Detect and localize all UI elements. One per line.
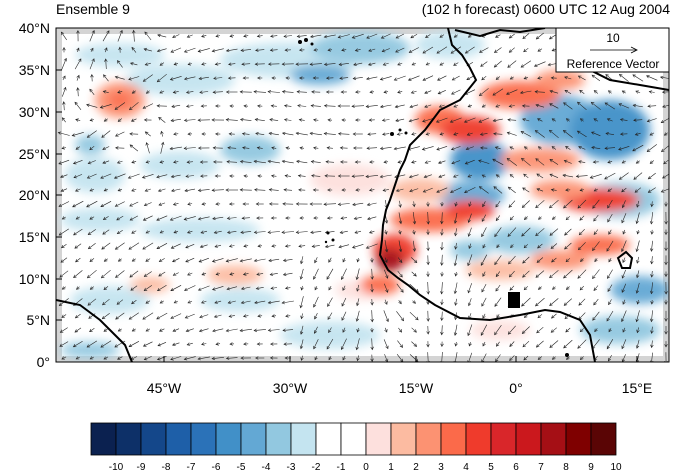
forecast-time-title: (102 h forecast) 0600 UTC 12 Aug 2004 (421, 1, 670, 17)
lon-tick-label: 30°W (273, 380, 308, 396)
lon-tick-label: 15°E (622, 380, 653, 396)
colorbar-swatch (415, 422, 442, 456)
colorbar-label: 2 (413, 462, 419, 471)
colorbar-label: -2 (312, 462, 321, 471)
colorbar-swatch (515, 422, 542, 456)
lon-tick-label: 15°W (399, 380, 434, 396)
lat-tick-label: 40°N (19, 20, 50, 36)
reference-vector-label: Reference Vector (567, 57, 660, 71)
lat-tick-label: 35°N (19, 62, 50, 78)
colorbar-swatch (465, 422, 492, 456)
colorbar-label: -7 (187, 462, 196, 471)
colorbar-swatch (165, 422, 192, 456)
anomaly-shading (56, 28, 669, 362)
colorbar-label: -5 (237, 462, 246, 471)
lat-tick-label: 10°N (19, 271, 50, 287)
colorbar-label: 1 (388, 462, 394, 471)
colorbar-swatch (340, 422, 367, 456)
colorbar-swatch (365, 422, 392, 456)
colorbar-swatch (90, 422, 117, 456)
longitude-axis: 45°W 30°W 15°W 0° 15°E (147, 356, 652, 396)
colorbar-label: -8 (162, 462, 171, 471)
colorbar-swatch (290, 422, 317, 456)
reference-vector-box: 10 Reference Vector (555, 27, 670, 73)
lat-tick-label: 0° (37, 354, 50, 370)
colorbar-label: 10 (610, 462, 622, 471)
colorbar-swatch (490, 422, 517, 456)
colorbar-swatch (115, 422, 142, 456)
colorbar-label: 6 (513, 462, 519, 471)
colorbar-swatch (565, 422, 592, 456)
ensemble-title: Ensemble 9 (56, 1, 130, 17)
colorbar-swatch (265, 422, 292, 456)
colorbar-label: 4 (463, 462, 469, 471)
colorbar-label: 5 (488, 462, 494, 471)
colorbar-swatch (390, 422, 417, 456)
colorbar-label: -9 (137, 462, 146, 471)
colorbar-swatch (315, 422, 342, 456)
colorbar: -10 -9 -8 -7 -6 -5 -4 -3 -2 -1 0 1 2 3 4 5 6 7 8 9 10 (90, 422, 622, 471)
islands (298, 38, 569, 357)
colorbar-label: 3 (438, 462, 444, 471)
lon-tick-label: 0° (509, 380, 522, 396)
colorbar-label: 9 (588, 462, 594, 471)
colorbar-swatch (540, 422, 567, 456)
colorbar-label: 0 (363, 462, 369, 471)
reference-vector-magnitude: 10 (606, 31, 620, 45)
lon-tick-label: 45°W (147, 380, 182, 396)
latitude-axis: 40°N 35°N 30°N 25°N 20°N 15°N 10°N 5°N 0… (19, 20, 62, 370)
lat-tick-label: 20°N (19, 187, 50, 203)
colorbar-label: -10 (109, 462, 124, 471)
lat-tick-label: 25°N (19, 146, 50, 162)
colorbar-label: -1 (337, 462, 346, 471)
colorbar-label: -3 (287, 462, 296, 471)
colorbar-label: -6 (212, 462, 221, 471)
colorbar-swatch (140, 422, 167, 456)
colorbar-swatch (590, 422, 617, 456)
lat-tick-label: 5°N (27, 312, 51, 328)
lat-tick-label: 30°N (19, 104, 50, 120)
colorbar-label: 7 (538, 462, 544, 471)
colorbar-label: -4 (262, 462, 271, 471)
colorbar-swatch (190, 422, 217, 456)
colorbar-swatch (440, 422, 467, 456)
colorbar-swatch (215, 422, 242, 456)
lat-tick-label: 15°N (19, 229, 50, 245)
map-panel (55, 27, 670, 363)
coastline (56, 28, 669, 362)
colorbar-swatch (240, 422, 267, 456)
colorbar-label: 8 (563, 462, 569, 471)
